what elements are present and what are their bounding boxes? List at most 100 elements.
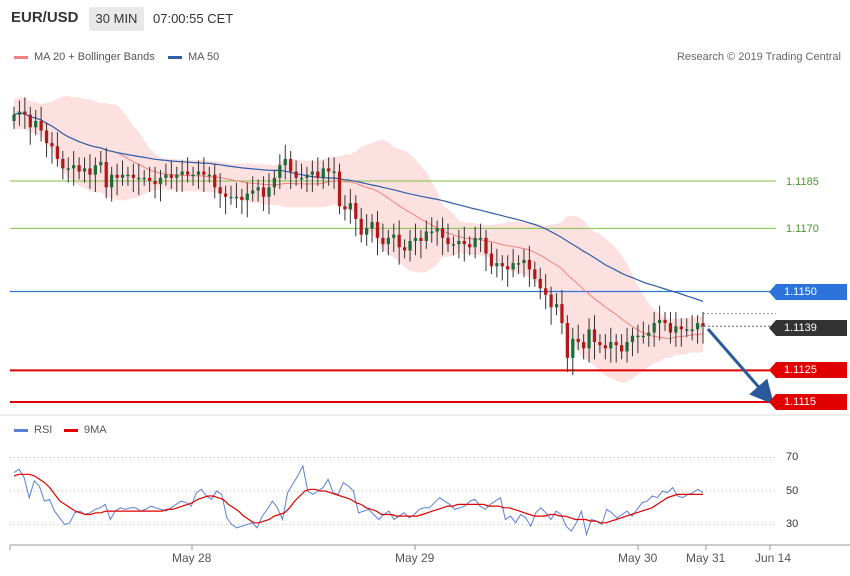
candle — [34, 109, 38, 136]
ma50-legend-label: MA 50 — [188, 51, 220, 63]
rsi-panel — [10, 457, 776, 537]
candle — [419, 229, 423, 259]
rsi-tick-50: 50 — [786, 485, 799, 497]
candle — [413, 223, 418, 256]
candle — [473, 226, 477, 259]
candle — [359, 207, 363, 243]
candle — [175, 166, 179, 193]
level-label-1185: 1.1185 — [786, 176, 819, 188]
candle — [625, 327, 629, 363]
candle — [12, 106, 16, 129]
candle — [120, 160, 125, 186]
rsi-line — [13, 464, 704, 537]
candle — [478, 223, 483, 253]
candle — [77, 157, 81, 180]
candle — [332, 157, 336, 189]
x-label-may31: May 31 — [686, 551, 726, 565]
candle — [310, 160, 315, 193]
candle — [527, 245, 532, 287]
level-tag-1150: 1.1150 — [769, 284, 847, 300]
x-label-may29: May 29 — [395, 551, 435, 565]
candle — [169, 160, 173, 189]
candle — [668, 312, 673, 344]
candle — [28, 106, 32, 145]
candle — [289, 151, 293, 189]
candle — [657, 305, 662, 341]
candle — [440, 217, 445, 256]
candle — [104, 147, 108, 199]
level-tag-1139: 1.1139 — [769, 320, 847, 336]
forecast-arrow — [706, 328, 774, 405]
candle — [375, 210, 380, 256]
candle — [549, 286, 553, 325]
candle — [495, 248, 499, 278]
ma20-legend-label: MA 20 + Bollinger Bands — [34, 51, 155, 63]
candle — [137, 163, 141, 196]
candle — [619, 334, 624, 360]
candlesticks — [12, 97, 705, 376]
candle — [82, 157, 87, 183]
candle — [207, 166, 211, 183]
candle — [115, 163, 119, 196]
candle — [66, 157, 70, 183]
candle — [533, 261, 537, 287]
candle — [690, 315, 694, 341]
candle — [386, 229, 390, 256]
level-label-1170: 1.1170 — [786, 223, 819, 235]
candle — [240, 188, 244, 215]
candle — [598, 334, 602, 354]
level-tag-1115: 1.1115 — [769, 394, 847, 410]
candle — [337, 163, 342, 215]
candle — [39, 106, 43, 142]
candle — [99, 151, 103, 174]
candle — [560, 289, 564, 335]
candle — [299, 163, 304, 189]
candle — [565, 315, 569, 373]
candle — [663, 312, 667, 331]
candle — [93, 157, 98, 193]
candle — [256, 179, 260, 202]
moving-averages — [13, 112, 704, 340]
timestamp-label: 07:00:55 CET — [153, 11, 234, 26]
candle — [402, 239, 407, 259]
candle — [489, 242, 494, 275]
x-label-may30: May 30 — [618, 551, 658, 565]
candle — [213, 163, 217, 199]
candle — [55, 132, 60, 167]
candle — [582, 334, 586, 360]
candle — [701, 312, 705, 344]
candle — [506, 255, 510, 287]
candle — [283, 144, 287, 180]
legend-ma50: MA 50 — [168, 51, 219, 63]
bollinger-fill — [14, 95, 703, 383]
timeframe-button[interactable]: 30 MIN — [89, 7, 144, 31]
candle — [72, 151, 76, 186]
symbol-label: EUR/USD — [11, 9, 79, 26]
level-lines — [10, 180, 776, 403]
candle — [468, 236, 472, 256]
ma50-line — [13, 112, 704, 302]
candle — [435, 220, 439, 246]
candle — [321, 160, 325, 189]
candle — [679, 318, 683, 347]
candle — [571, 327, 575, 376]
candle — [191, 166, 195, 186]
legend-rsi: RSI — [14, 424, 52, 436]
ma20-swatch — [14, 55, 28, 59]
candle — [294, 160, 298, 186]
candle — [153, 166, 157, 199]
candle — [500, 255, 504, 281]
candle — [164, 163, 168, 186]
candle — [392, 223, 396, 253]
rsi-legend-label: RSI — [34, 424, 53, 436]
bollinger-band — [14, 95, 703, 383]
candle — [408, 229, 412, 262]
candle — [218, 173, 222, 208]
candle — [223, 185, 228, 215]
copyright-text: Research © 2019 Trading Central — [676, 51, 841, 63]
candle — [278, 154, 282, 189]
candle — [587, 318, 591, 363]
ma20-line — [13, 112, 704, 340]
candle — [50, 132, 54, 164]
